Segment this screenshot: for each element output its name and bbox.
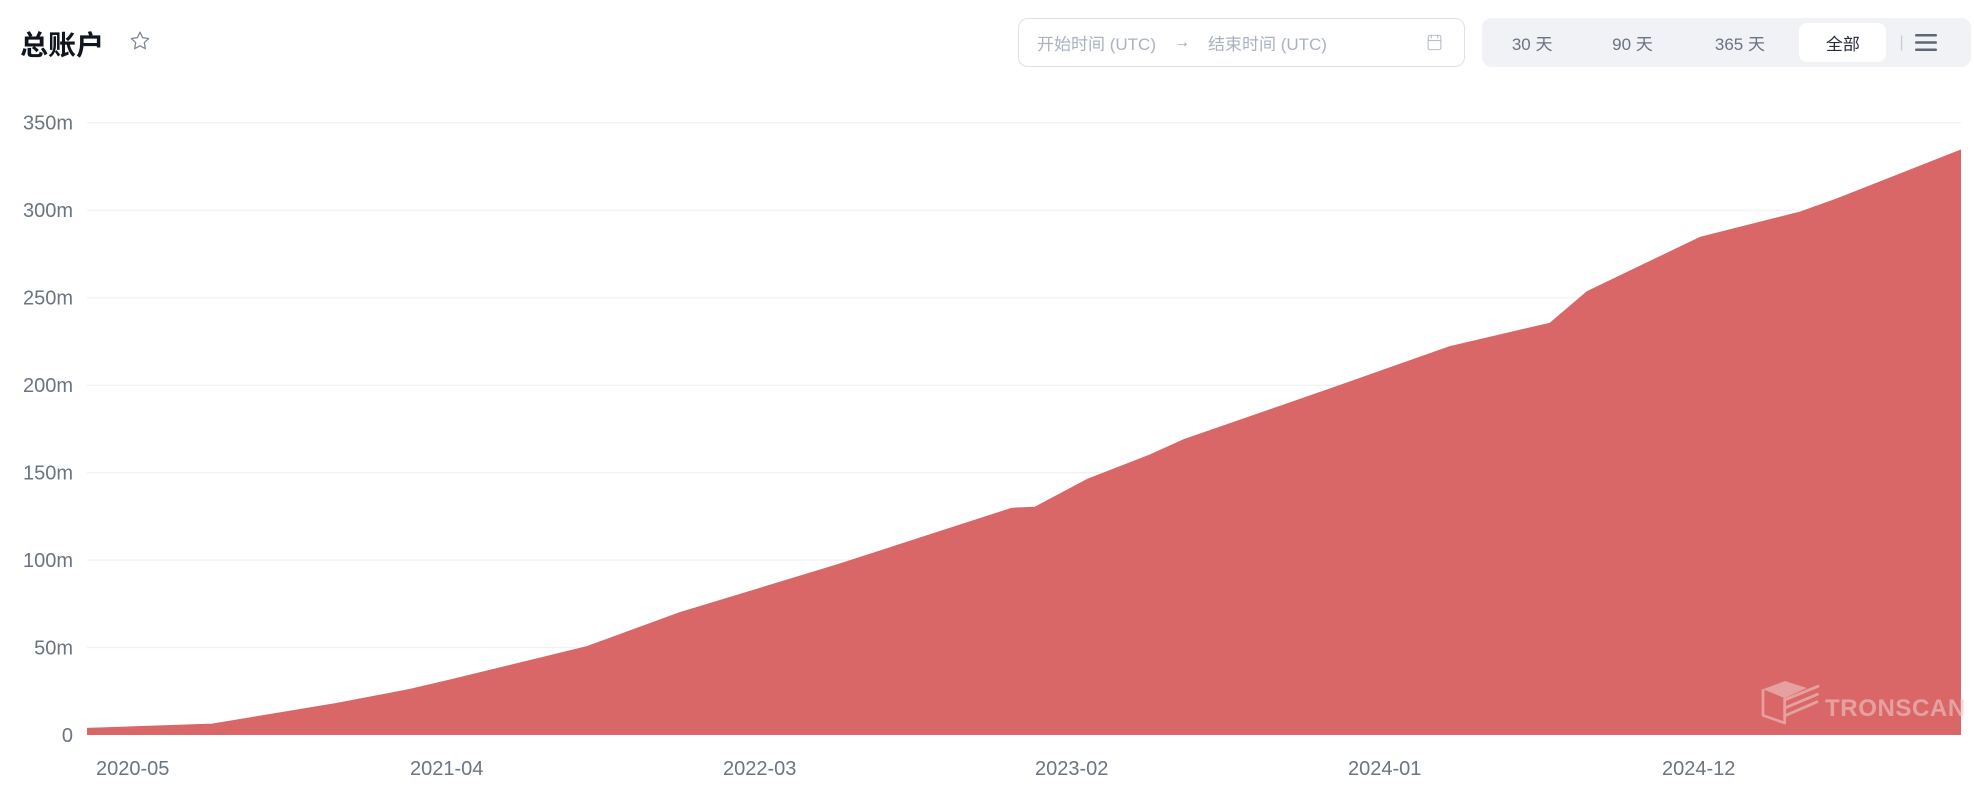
svg-text:50m: 50m	[34, 638, 73, 660]
svg-text:200m: 200m	[23, 375, 73, 397]
svg-text:2023-02: 2023-02	[1035, 758, 1108, 780]
svg-text:2022-03: 2022-03	[723, 758, 796, 780]
svg-text:2020-05: 2020-05	[96, 758, 169, 780]
svg-text:250m: 250m	[23, 288, 73, 310]
svg-text:300m: 300m	[23, 200, 73, 222]
svg-text:150m: 150m	[23, 463, 73, 485]
svg-text:2024-01: 2024-01	[1348, 758, 1421, 780]
svg-text:2021-04: 2021-04	[410, 758, 483, 780]
svg-text:TRONSCAN: TRONSCAN	[1825, 695, 1966, 722]
svg-text:350m: 350m	[23, 113, 73, 135]
svg-text:0: 0	[62, 725, 73, 747]
svg-text:100m: 100m	[23, 550, 73, 572]
svg-text:2024-12: 2024-12	[1662, 758, 1735, 780]
